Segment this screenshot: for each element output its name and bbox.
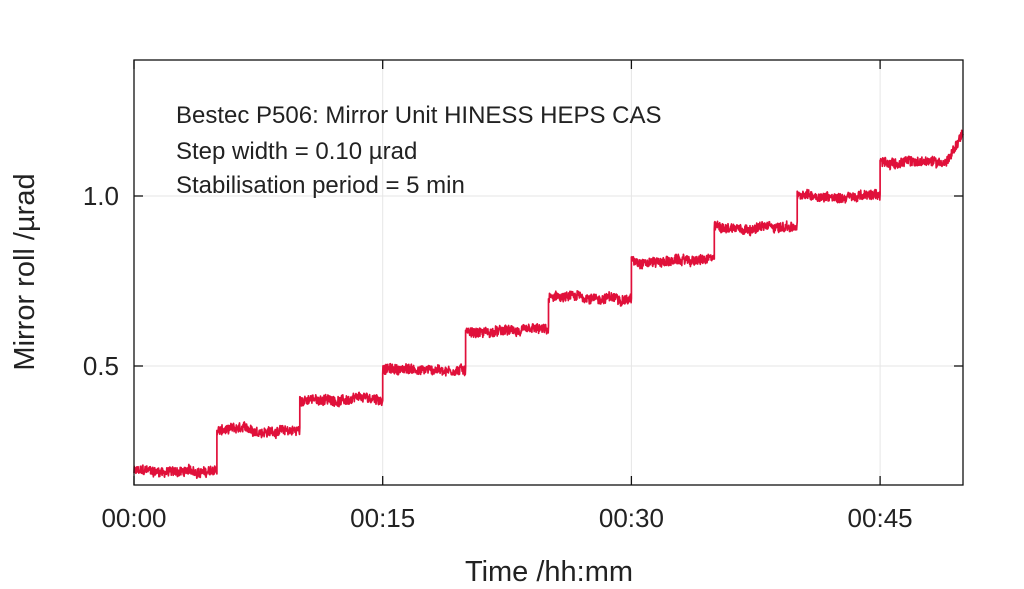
data-series bbox=[133, 129, 964, 480]
x-tick-label: 00:45 bbox=[848, 503, 913, 533]
y-tick-label: 0.5 bbox=[83, 351, 119, 381]
x-tick-label: 00:00 bbox=[101, 503, 166, 533]
x-tick-label: 00:30 bbox=[599, 503, 664, 533]
x-tick-label: 00:15 bbox=[350, 503, 415, 533]
y-tick-label: 1.0 bbox=[83, 181, 119, 211]
tick-labels: 00:00 00:15 00:30 00:45 0.5 1.0 bbox=[83, 181, 913, 533]
x-axis-title: Time /hh:mm bbox=[465, 556, 633, 588]
annotation-line-1: Bestec P506: Mirror Unit HINESS HEPS CAS bbox=[176, 102, 661, 129]
y-axis-title: Mirror roll /µrad bbox=[9, 173, 41, 370]
annotation-line-2: Step width = 0.10 µrad bbox=[176, 138, 417, 165]
plot-area-frame bbox=[133, 59, 964, 486]
axis-ticks bbox=[133, 60, 963, 485]
series-line bbox=[133, 129, 964, 480]
annotation-line-3: Stabilisation period = 5 min bbox=[176, 172, 465, 199]
